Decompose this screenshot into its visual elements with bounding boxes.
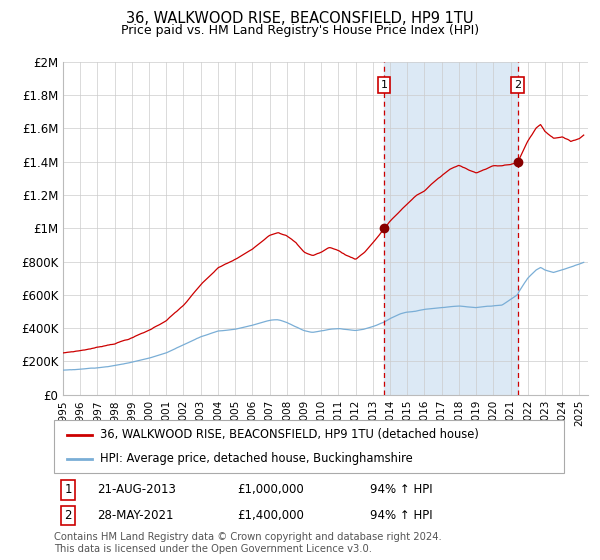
Text: 21-AUG-2013: 21-AUG-2013	[97, 483, 176, 496]
Text: 36, WALKWOOD RISE, BEACONSFIELD, HP9 1TU (detached house): 36, WALKWOOD RISE, BEACONSFIELD, HP9 1TU…	[100, 428, 479, 441]
Text: HPI: Average price, detached house, Buckinghamshire: HPI: Average price, detached house, Buck…	[100, 452, 413, 465]
Text: Price paid vs. HM Land Registry's House Price Index (HPI): Price paid vs. HM Land Registry's House …	[121, 24, 479, 36]
Text: 1: 1	[380, 80, 388, 90]
Bar	[384, 62, 518, 395]
Text: 2: 2	[514, 80, 521, 90]
Text: 36, WALKWOOD RISE, BEACONSFIELD, HP9 1TU: 36, WALKWOOD RISE, BEACONSFIELD, HP9 1TU	[126, 11, 474, 26]
Text: £1,400,000: £1,400,000	[238, 509, 304, 522]
Text: 2: 2	[64, 509, 72, 522]
Text: 28-MAY-2021: 28-MAY-2021	[97, 509, 174, 522]
Text: 1: 1	[64, 483, 72, 496]
Text: Contains HM Land Registry data © Crown copyright and database right 2024.
This d: Contains HM Land Registry data © Crown c…	[54, 532, 442, 554]
Text: 94% ↑ HPI: 94% ↑ HPI	[370, 509, 433, 522]
Text: £1,000,000: £1,000,000	[238, 483, 304, 496]
Text: 94% ↑ HPI: 94% ↑ HPI	[370, 483, 433, 496]
